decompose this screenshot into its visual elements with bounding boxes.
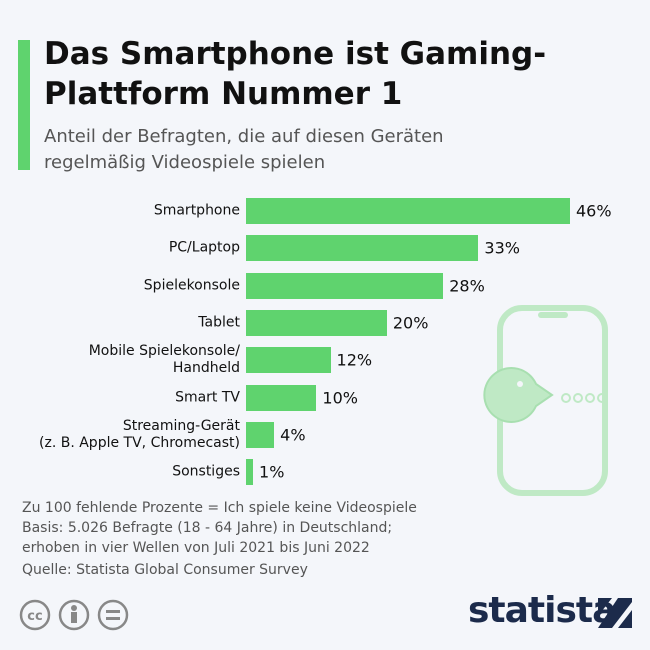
nd-line (106, 610, 120, 613)
bar (246, 459, 254, 486)
accent-bar (18, 40, 30, 170)
bar (246, 421, 275, 448)
brand-mark (598, 598, 632, 628)
pacman (483, 367, 554, 423)
category-label: Streaming-Gerät (z. B. Apple TV, Chromec… (39, 417, 240, 451)
pacman-eye (517, 381, 523, 387)
value-label: 4% (280, 425, 306, 445)
cc-glyph: cc (27, 609, 42, 624)
dot (585, 393, 595, 403)
bar (246, 198, 570, 224)
category-label: Sonstiges (172, 463, 240, 480)
note: Basis: 5.026 Befragte (18 - 64 Jahre) in… (22, 520, 393, 536)
nd-icon (97, 599, 129, 631)
value-label: 20% (392, 313, 429, 333)
value-label: 46% (576, 201, 612, 221)
license-icons: cc (19, 599, 129, 631)
brand-logo: statista (468, 590, 616, 631)
bar (246, 384, 317, 411)
category-label: Mobile Spielekonsole/ Handheld (88, 343, 240, 377)
source: Quelle: Statista Global Consumer Survey (22, 562, 308, 578)
chart-title: Das Smartphone ist Gaming-Plattform Numm… (44, 36, 547, 112)
category-label: Tablet (198, 314, 240, 331)
note: erhoben in vier Wellen von Juli 2021 bis… (22, 540, 370, 556)
bar (246, 235, 479, 262)
category-label: PC/Laptop (168, 239, 240, 256)
by-body (71, 612, 77, 623)
value-label: 10% (322, 388, 358, 407)
value-label: 33% (484, 238, 520, 258)
bar (246, 347, 331, 374)
nd-line (106, 617, 120, 620)
value-label: 28% (449, 276, 485, 296)
illustration (483, 305, 608, 496)
dot (573, 393, 583, 403)
chart-subtitle: Anteil der Befragten, die auf diesen Ger… (44, 126, 444, 173)
bar (246, 309, 387, 336)
dot (561, 393, 571, 403)
note: Zu 100 fehlende Prozente = Ich spiele ke… (22, 500, 417, 516)
cc-icon (19, 599, 51, 631)
brand-shape (598, 598, 632, 628)
by-icon (58, 599, 90, 631)
bar (246, 272, 444, 299)
value-label: 12% (336, 350, 373, 370)
dot (597, 393, 607, 403)
value-label: 1% (259, 462, 285, 482)
category-label: Spielekonsole (143, 277, 240, 294)
by-head (71, 605, 77, 611)
category-label: Smart TV (175, 389, 240, 405)
brand-shape (598, 598, 632, 628)
phone-speaker (538, 312, 568, 318)
category-label: Smartphone (153, 202, 240, 219)
